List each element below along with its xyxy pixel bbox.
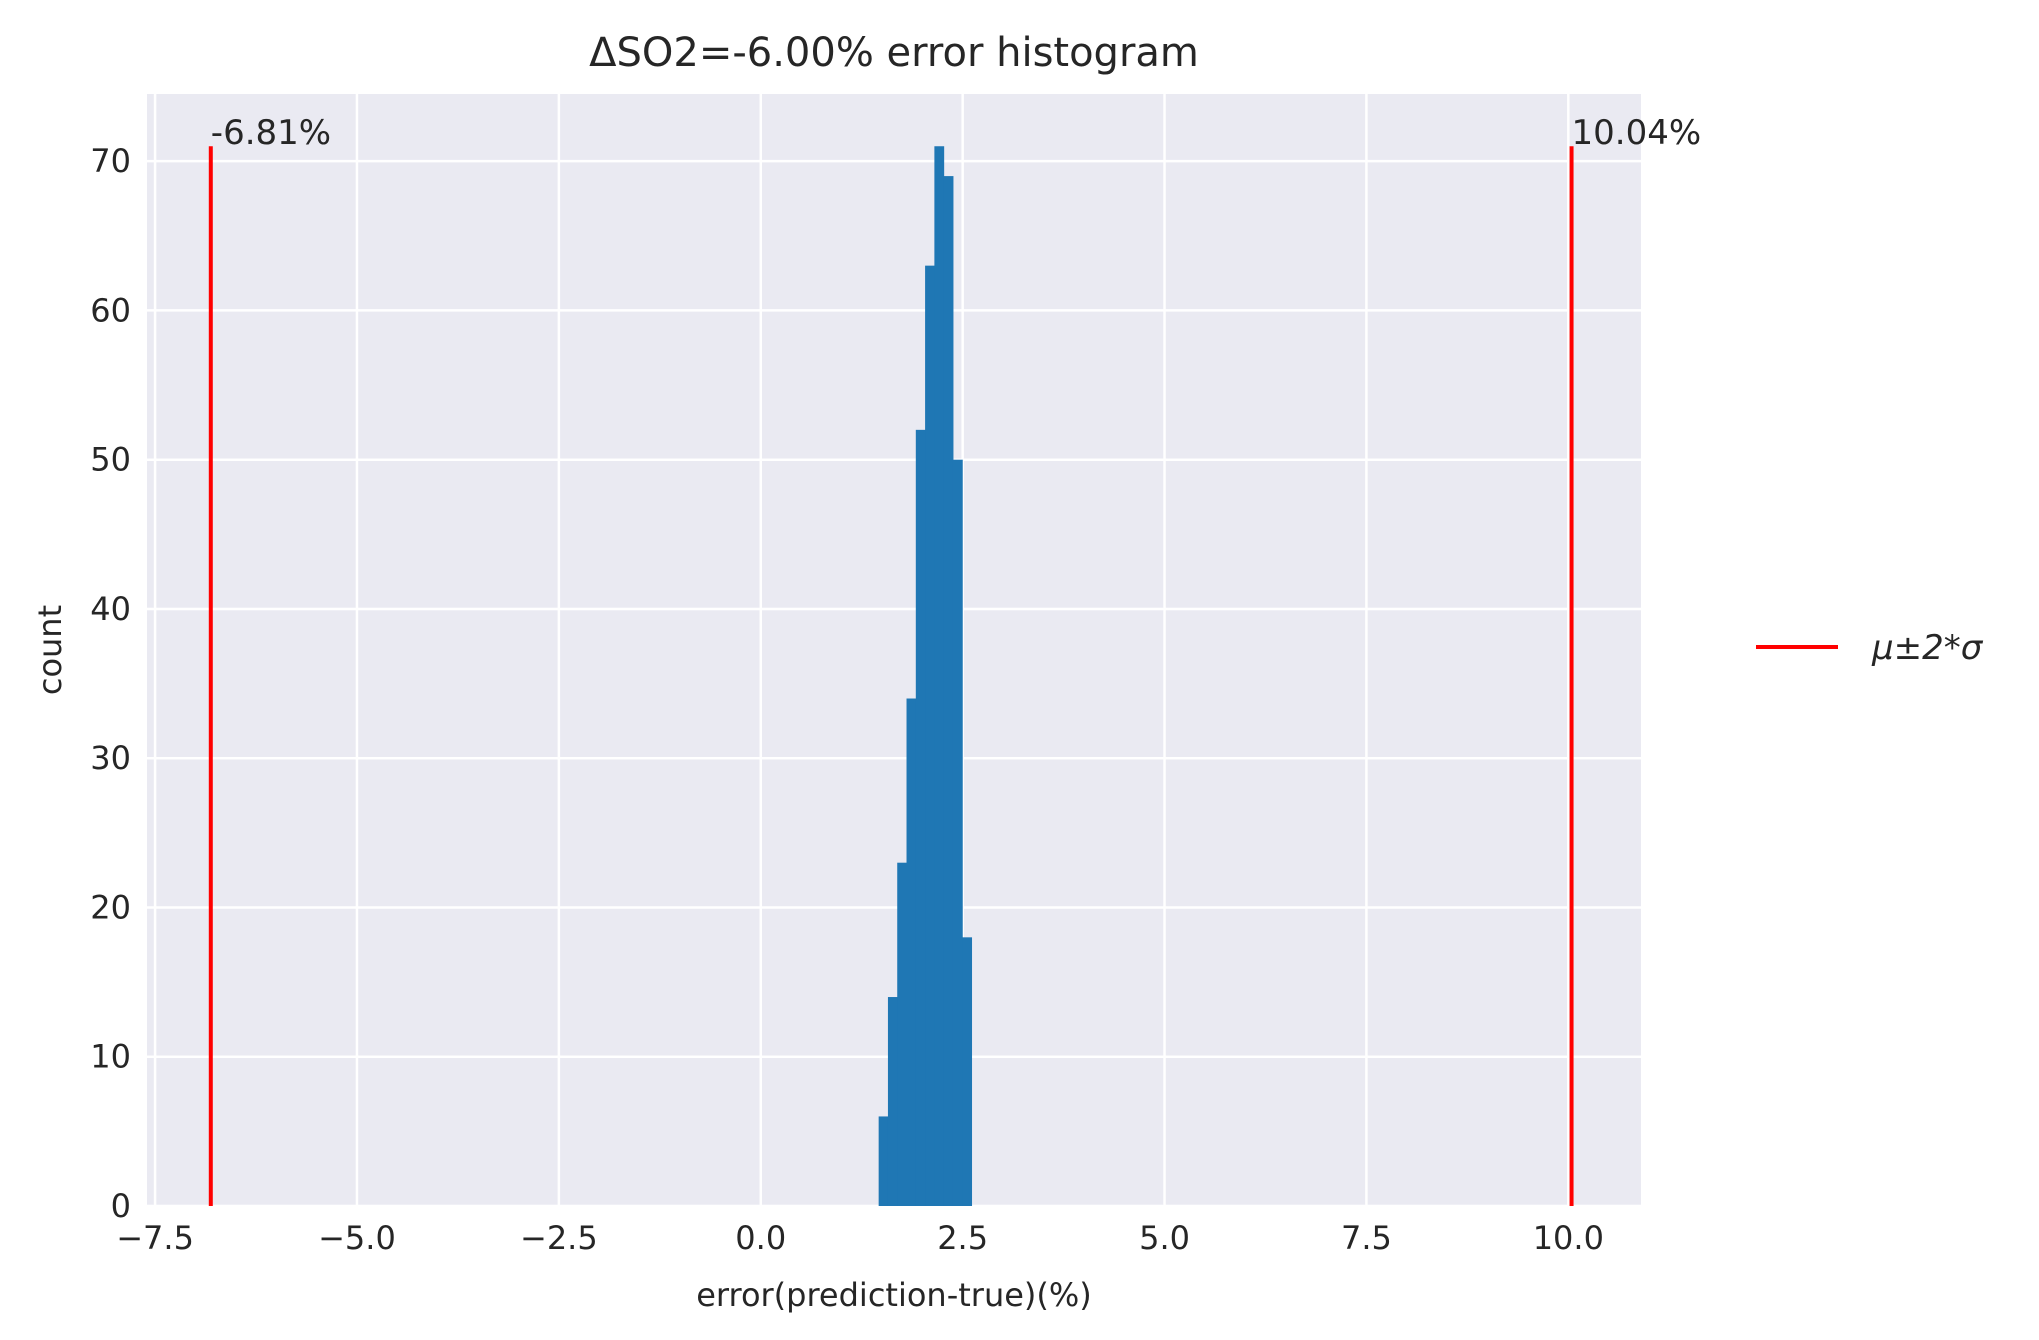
y-tick-label: 60 <box>90 291 131 329</box>
histogram-bar <box>934 146 945 1207</box>
histogram-bar <box>925 265 935 1206</box>
x-tick-label: 7.5 <box>1341 1219 1392 1257</box>
reference-lines <box>208 146 1574 1206</box>
legend: μ±2*σ <box>1756 628 1984 668</box>
reference-line-label: -6.81% <box>211 113 331 153</box>
y-tick-label: 0 <box>111 1187 131 1225</box>
y-tick-label: 30 <box>90 739 131 777</box>
histogram-bar <box>878 1116 889 1206</box>
legend-label: μ±2*σ <box>1871 628 1984 668</box>
histogram-bar <box>897 862 908 1206</box>
x-tick-label: 10.0 <box>1533 1219 1604 1257</box>
x-tick-label: 0.0 <box>735 1219 786 1257</box>
histogram-bar <box>915 429 926 1206</box>
x-axis-label: error(prediction-true)(%) <box>696 1276 1092 1314</box>
reference-line-labels: -6.81% 10.04% <box>211 113 1701 153</box>
y-tick-label: 40 <box>90 590 131 628</box>
x-tick-label: −7.5 <box>116 1219 194 1257</box>
histogram-bar <box>906 698 917 1206</box>
reference-line-label: 10.04% <box>1572 113 1702 153</box>
histogram-bars <box>878 146 973 1207</box>
histogram-bar <box>962 937 973 1206</box>
x-tick-label: −2.5 <box>520 1219 598 1257</box>
y-tick-label: 70 <box>90 142 131 180</box>
x-tick-label: 2.5 <box>937 1219 988 1257</box>
x-tick-label: −5.0 <box>318 1219 396 1257</box>
y-tick-label: 50 <box>90 441 131 479</box>
y-axis-label: count <box>31 605 69 695</box>
y-tick-label: 10 <box>90 1038 131 1076</box>
y-tick-labels: 0 10 20 30 40 50 60 70 <box>90 142 131 1225</box>
x-tick-label: 5.0 <box>1139 1219 1190 1257</box>
histogram-bar <box>943 176 954 1206</box>
histogram-bar <box>887 997 898 1206</box>
y-tick-label: 20 <box>90 888 131 926</box>
histogram-bar <box>952 459 963 1206</box>
x-tick-labels: −7.5 −5.0 −2.5 0.0 2.5 5.0 7.5 10.0 <box>116 1219 1604 1257</box>
chart-title: ΔSO2=-6.00% error histogram <box>589 30 1199 76</box>
